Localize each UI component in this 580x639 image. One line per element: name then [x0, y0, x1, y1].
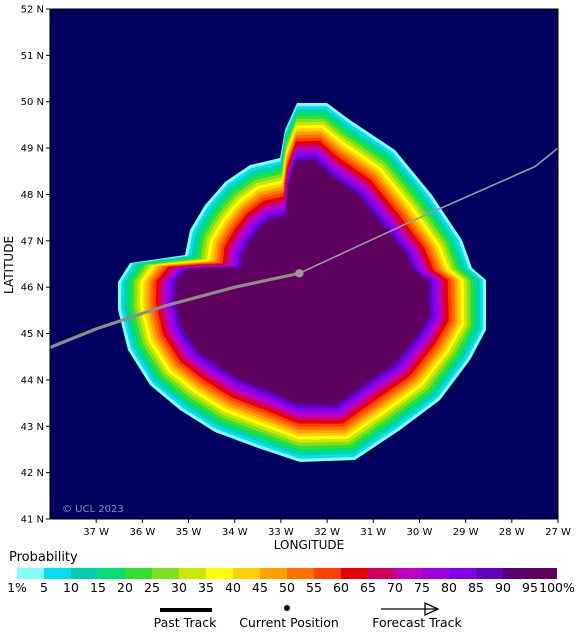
color-bar-segment	[206, 568, 233, 579]
color-bar-label: 20	[117, 580, 133, 595]
color-bar-segment	[395, 568, 422, 579]
map-frame	[49, 8, 559, 520]
forecast-track-line	[299, 147, 558, 274]
color-bar-label: 45	[252, 580, 268, 595]
forecast-track-arrow-icon	[381, 602, 440, 616]
color-bar-label: 1%	[7, 580, 27, 595]
strike-probability-map: © UCL 2023 41 N42 N43 N44 N45 N46 N47 N4…	[2, 5, 571, 551]
current-position-marker	[295, 269, 304, 278]
lat-tick-label: 44 N	[21, 375, 44, 386]
lon-tick-label: 29 W	[453, 527, 479, 538]
lat-tick-label: 45 N	[21, 329, 44, 340]
color-bar-label: 15	[90, 580, 106, 595]
lat-tick-label: 42 N	[21, 468, 44, 479]
color-bar-segment	[368, 568, 395, 579]
color-bar-segment	[179, 568, 206, 579]
color-bar-label: 40	[225, 580, 241, 595]
color-bar-label: 60	[333, 580, 349, 595]
color-bar-label: 30	[171, 580, 187, 595]
color-bar-segment	[152, 568, 179, 579]
lon-tick-label: 31 W	[360, 527, 386, 538]
color-bar-label: 80	[441, 580, 457, 595]
current-position-label: Current Position	[239, 615, 339, 630]
lat-tick-label: 46 N	[21, 283, 44, 294]
lon-tick-label: 35 W	[176, 527, 202, 538]
color-bar-segment	[98, 568, 125, 579]
past-track-label: Past Track	[153, 615, 217, 630]
color-bar-segment	[314, 568, 341, 579]
color-bar-segment	[233, 568, 260, 579]
lat-tick-label: 50 N	[21, 97, 44, 108]
color-bar-label: 55	[306, 580, 322, 595]
y-axis-title: LATITUDE	[2, 236, 16, 294]
color-bar-label: 5	[40, 580, 48, 595]
current-position-symbol	[284, 605, 290, 611]
longitude-axis: 37 W 36 W 35 W 34 W 33 W 32 W 31 W 30 W 29 W 28 W…	[83, 519, 571, 538]
color-bar-segment	[476, 568, 503, 579]
lat-tick-label: 47 N	[21, 236, 44, 247]
color-bar-label: 100%	[539, 580, 575, 595]
color-bar-label: 25	[144, 580, 160, 595]
color-bar-label: 65	[360, 580, 376, 595]
lon-tick-label: 34 W	[222, 527, 248, 538]
color-bar-label: 95	[522, 580, 538, 595]
color-bar-label: 10	[63, 580, 79, 595]
color-bar-segment	[503, 568, 530, 579]
lon-tick-label: 32 W	[314, 527, 340, 538]
color-bar-segment	[341, 568, 368, 579]
lon-tick-label: 30 W	[407, 527, 433, 538]
color-bar-segment	[125, 568, 152, 579]
probability-swath	[118, 103, 486, 462]
lat-tick-label: 41 N	[21, 515, 44, 526]
lon-tick-label: 28 W	[499, 527, 525, 538]
latitude-axis: 41 N 42 N 43 N 44 N 45 N 46 N 47 N 48 N 49 N 50 N…	[21, 5, 50, 526]
forecast-track-label: Forecast Track	[372, 615, 462, 630]
probability-band	[177, 162, 428, 403]
color-bar-segment	[17, 568, 44, 579]
color-bar-segment	[449, 568, 476, 579]
color-bar-segment	[71, 568, 98, 579]
color-bar-segment	[260, 568, 287, 579]
color-bar-segment	[422, 568, 449, 579]
past-track-symbol	[160, 608, 212, 612]
probability-color-bar	[17, 568, 557, 579]
legend-title: Probability	[9, 550, 78, 565]
color-bar-label: 50	[279, 580, 295, 595]
lon-tick-label: 37 W	[83, 527, 109, 538]
color-bar-segment	[44, 568, 71, 579]
color-bar-label: 70	[387, 580, 403, 595]
x-axis-title: LONGITUDE	[274, 538, 344, 550]
color-bar-segment	[287, 568, 314, 579]
lat-tick-label: 51 N	[21, 51, 44, 62]
color-bar-label: 35	[198, 580, 214, 595]
past-track-line	[50, 271, 300, 349]
lat-tick-label: 48 N	[21, 190, 44, 201]
lat-tick-label: 52 N	[21, 5, 44, 16]
color-bar-label: 85	[468, 580, 484, 595]
lon-tick-label: 33 W	[268, 527, 294, 538]
lon-tick-label: 27 W	[545, 527, 571, 538]
color-bar-label: 90	[495, 580, 511, 595]
copyright-text: © UCL 2023	[62, 504, 124, 515]
lat-tick-label: 49 N	[21, 144, 44, 155]
lon-tick-label: 36 W	[129, 527, 155, 538]
color-bar-segment	[530, 568, 557, 579]
lat-tick-label: 43 N	[21, 422, 44, 433]
probability-legend: Probability 1% 5 10 15 20 25 30 35 40 45 50 55 60 65 7…	[0, 550, 580, 639]
storm-track	[50, 147, 558, 349]
color-bar-label: 75	[414, 580, 430, 595]
